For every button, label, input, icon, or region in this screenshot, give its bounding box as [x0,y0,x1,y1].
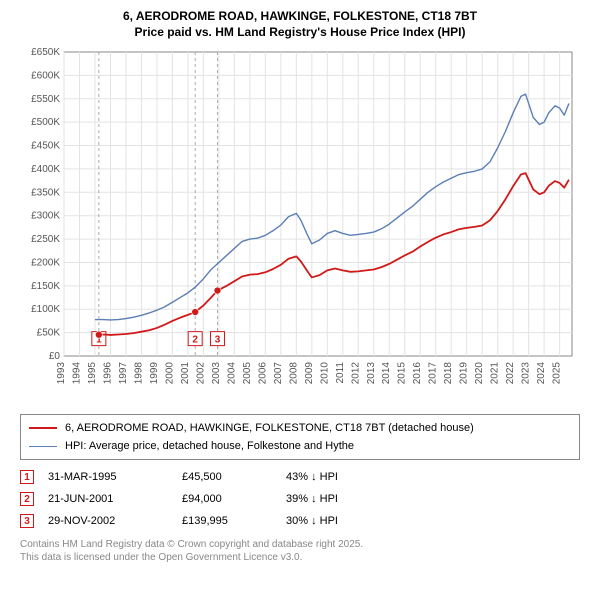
svg-text:2003: 2003 [211,362,222,385]
legend-label: 6, AERODROME ROAD, HAWKINGE, FOLKESTONE,… [65,422,474,434]
svg-text:2017: 2017 [428,362,439,385]
svg-text:1995: 1995 [87,362,98,385]
sale-price: £139,995 [182,515,272,527]
svg-text:2021: 2021 [490,362,501,385]
legend-swatch [29,427,57,429]
sale-row: 2 21-JUN-2001 £94,000 39% ↓ HPI [20,488,580,510]
sale-marker: 1 [20,470,34,484]
svg-text:£200K: £200K [31,258,60,269]
legend-swatch [29,446,57,447]
sale-date: 31-MAR-1995 [48,471,168,483]
title-line1: 6, AERODROME ROAD, HAWKINGE, FOLKESTONE,… [10,8,590,24]
sale-marker: 2 [20,492,34,506]
svg-text:1996: 1996 [102,362,113,385]
title-line2: Price paid vs. HM Land Registry's House … [10,24,590,40]
svg-text:2016: 2016 [412,362,423,385]
legend-label: HPI: Average price, detached house, Folk… [65,440,354,452]
svg-text:1997: 1997 [118,362,129,385]
footnote-line1: Contains HM Land Registry data © Crown c… [20,538,580,551]
sale-marker: 3 [20,514,34,528]
svg-text:£50K: £50K [37,328,61,339]
sales-table: 1 31-MAR-1995 £45,500 43% ↓ HPI 2 21-JUN-2001… [20,466,580,532]
svg-text:2014: 2014 [381,362,392,385]
svg-text:2015: 2015 [397,362,408,385]
footnote: Contains HM Land Registry data © Crown c… [20,538,580,564]
svg-text:2024: 2024 [536,362,547,385]
svg-text:3: 3 [215,335,221,346]
svg-text:£500K: £500K [31,118,60,129]
chart-plot: £0 £50K £100K £150K £200K £250K £300K £350K £400… [20,46,580,406]
svg-text:2019: 2019 [459,362,470,385]
sale-pct: 30% ↓ HPI [286,515,386,527]
svg-text:1999: 1999 [149,362,160,385]
svg-text:£400K: £400K [31,164,60,175]
svg-text:1993: 1993 [56,362,67,385]
svg-text:£150K: £150K [31,281,60,292]
legend-item: HPI: Average price, detached house, Folk… [29,437,571,455]
svg-text:2011: 2011 [335,362,346,384]
svg-text:2005: 2005 [242,362,253,385]
svg-text:2025: 2025 [552,362,563,385]
svg-text:2000: 2000 [164,362,175,385]
svg-text:2010: 2010 [319,362,330,385]
svg-text:1998: 1998 [133,362,144,385]
sale-price: £94,000 [182,493,272,505]
svg-text:2001: 2001 [180,362,191,385]
svg-text:2013: 2013 [366,362,377,385]
sale-pct: 43% ↓ HPI [286,471,386,483]
svg-text:2: 2 [192,335,198,346]
sale-pct: 39% ↓ HPI [286,493,386,505]
sale-row: 1 31-MAR-1995 £45,500 43% ↓ HPI [20,466,580,488]
svg-text:£550K: £550K [31,94,60,105]
svg-text:£100K: £100K [31,305,60,316]
svg-text:£450K: £450K [31,141,60,152]
sale-date: 29-NOV-2002 [48,515,168,527]
svg-text:2006: 2006 [257,362,268,385]
svg-text:2018: 2018 [443,362,454,385]
svg-text:2012: 2012 [350,362,361,385]
sale-row: 3 29-NOV-2002 £139,995 30% ↓ HPI [20,510,580,532]
svg-text:2020: 2020 [474,362,485,385]
svg-text:2023: 2023 [521,362,532,385]
svg-text:2002: 2002 [195,362,206,385]
svg-text:2007: 2007 [273,362,284,385]
svg-text:2009: 2009 [304,362,315,385]
svg-text:2008: 2008 [288,362,299,385]
svg-text:£600K: £600K [31,71,60,82]
chart-title: 6, AERODROME ROAD, HAWKINGE, FOLKESTONE,… [10,8,590,40]
sale-date: 21-JUN-2001 [48,493,168,505]
svg-text:£350K: £350K [31,188,60,199]
footnote-line2: This data is licensed under the Open Gov… [20,551,580,564]
svg-text:1994: 1994 [71,362,82,385]
sale-price: £45,500 [182,471,272,483]
legend-item: 6, AERODROME ROAD, HAWKINGE, FOLKESTONE,… [29,419,571,437]
svg-text:2022: 2022 [505,362,516,385]
svg-text:£300K: £300K [31,211,60,222]
svg-text:2004: 2004 [226,362,237,385]
svg-text:£250K: £250K [31,234,60,245]
svg-text:£650K: £650K [31,47,60,58]
svg-text:£0: £0 [49,351,61,362]
legend: 6, AERODROME ROAD, HAWKINGE, FOLKESTONE,… [20,414,580,460]
